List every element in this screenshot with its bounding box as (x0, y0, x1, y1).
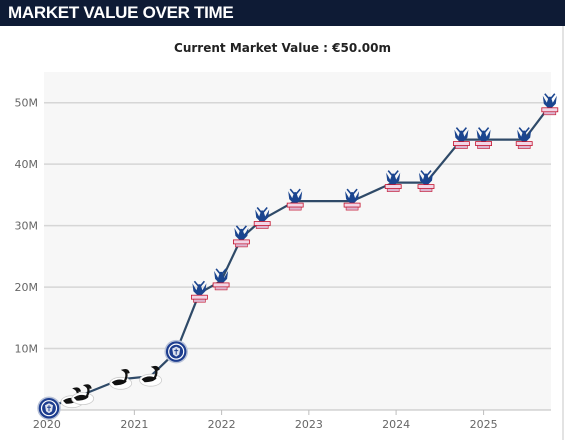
swansea-swan-icon[interactable] (139, 365, 163, 387)
chelsea-crest-icon[interactable] (37, 396, 61, 420)
chelsea-crest-icon[interactable] (164, 339, 188, 364)
crystal-palace-eagle-icon[interactable] (212, 268, 230, 291)
y-tick-label: 50M (15, 97, 39, 110)
crystal-palace-eagle-icon[interactable] (417, 170, 435, 192)
page-title: MARKET VALUE OVER TIME (8, 3, 234, 22)
crystal-palace-eagle-icon[interactable] (286, 188, 304, 211)
y-tick-label: 20M (15, 281, 39, 294)
current-market-value: Current Market Value : €50.00m (174, 41, 391, 55)
y-tick-label: 10M (15, 343, 39, 356)
y-tick-label: 40M (15, 158, 39, 171)
crystal-palace-eagle-icon[interactable] (253, 206, 271, 229)
crystal-palace-eagle-icon[interactable] (515, 127, 533, 149)
crystal-palace-eagle-icon[interactable] (232, 225, 250, 248)
y-tick-label: 30M (15, 220, 39, 233)
page-header: MARKET VALUE OVER TIME (0, 0, 565, 26)
crystal-palace-eagle-icon[interactable] (475, 127, 493, 149)
swansea-swan-icon[interactable] (60, 387, 84, 409)
crystal-palace-eagle-icon[interactable] (541, 93, 559, 116)
x-tick-label: 2020 (33, 418, 61, 431)
crystal-palace-eagle-icon[interactable] (190, 280, 208, 303)
swansea-swan-icon[interactable] (71, 384, 95, 406)
x-tick-label: 2022 (208, 418, 236, 431)
x-tick-label: 2023 (295, 418, 323, 431)
crystal-palace-eagle-icon[interactable] (343, 188, 361, 211)
crystal-palace-eagle-icon[interactable] (384, 170, 402, 192)
plot-area (44, 72, 551, 410)
x-tick-label: 2024 (382, 418, 410, 431)
crystal-palace-eagle-icon[interactable] (452, 127, 470, 149)
x-tick-label: 2021 (120, 418, 148, 431)
swansea-swan-icon[interactable] (109, 369, 133, 390)
x-tick-label: 2025 (470, 418, 498, 431)
